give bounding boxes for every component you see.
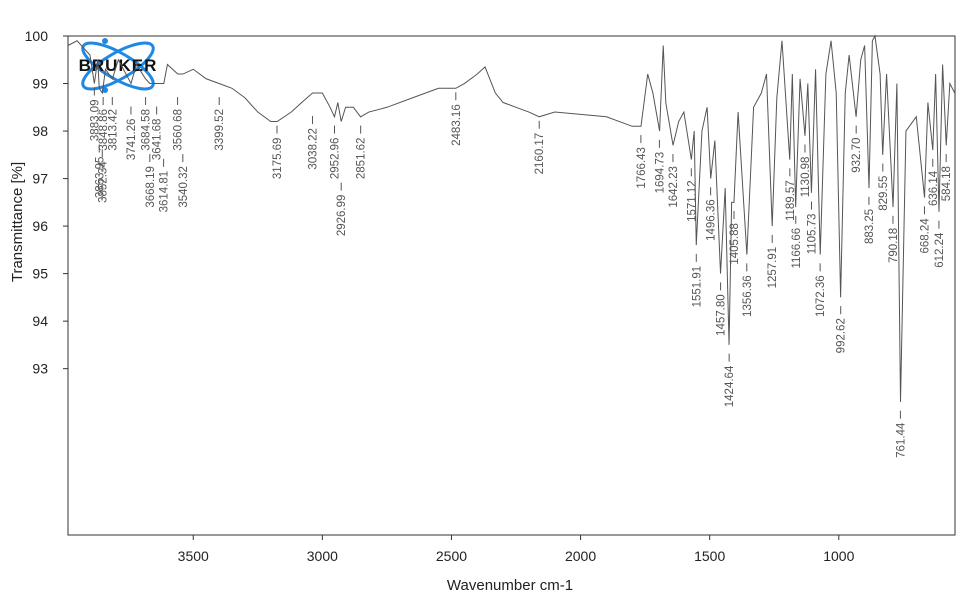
peak-label: 1694.73 (654, 152, 666, 194)
peak-label: 883.25 (864, 209, 876, 244)
peak-label: 932.70 (851, 138, 863, 173)
peak-label: 3813.42 (107, 109, 119, 151)
peak-label: 790.18 (888, 228, 900, 263)
x-tick-label: 2000 (565, 548, 596, 564)
logo-orbit (81, 41, 155, 91)
peak-label: 1571.12 (686, 180, 698, 222)
peak-label: 2483.16 (451, 104, 463, 146)
x-tick-label: 1500 (694, 548, 725, 564)
peak-label: 1166.66 (791, 228, 803, 269)
peak-label: 3641.68 (152, 119, 164, 161)
peak-label: 1642.23 (668, 166, 680, 208)
peak-label: 3540.32 (178, 166, 190, 208)
peak-label: 3614.81 (159, 171, 171, 213)
peak-label: 1072.36 (815, 275, 827, 317)
peak-label: 3175.69 (272, 138, 284, 180)
x-tick-label: 1000 (823, 548, 854, 564)
x-axis-title: Wavenumber cm-1 (447, 577, 573, 594)
peak-label: 3741.26 (126, 119, 138, 161)
y-tick-label: 99 (32, 76, 48, 92)
y-tick-label: 93 (32, 361, 48, 377)
peak-label: 1457.80 (716, 294, 728, 336)
peak-label: 1766.43 (636, 147, 648, 189)
peak-label: 1424.64 (724, 365, 736, 407)
peak-label: 3038.22 (307, 128, 319, 170)
peak-label: 992.62 (836, 318, 848, 353)
plot-frame (67, 35, 956, 536)
peak-label: 1130.98 (800, 157, 812, 198)
peak-label: 3399.52 (214, 109, 226, 151)
peak-label: 3668.19 (145, 166, 157, 208)
peak-label: 3852.34 (97, 161, 109, 203)
peak-label: 1405.88 (729, 223, 741, 265)
peak-label: 761.44 (895, 422, 907, 458)
y-tick-label: 97 (32, 171, 48, 187)
spectrum-line (67, 34, 956, 402)
peak-label: 3883.09 (89, 100, 101, 142)
peak-label: 3863.95 (94, 157, 106, 199)
peak-label: 2160.17 (534, 133, 546, 175)
peak-label: 1189.57 (785, 180, 797, 221)
logo-dot (102, 38, 108, 44)
peak-label: 2851.62 (356, 138, 368, 180)
peak-label: 612.24 (934, 232, 946, 268)
y-tick-label: 96 (32, 218, 48, 234)
peak-label: 668.24 (919, 218, 931, 254)
y-tick-label: 100 (25, 28, 49, 44)
peak-label: 2952.96 (329, 138, 341, 180)
peak-label: 1356.36 (742, 275, 754, 317)
logo: BRUKER (79, 38, 156, 93)
peak-label: 3560.68 (173, 109, 185, 151)
logo-dot (102, 87, 108, 93)
peak-label: 1496.36 (706, 199, 718, 241)
y-tick-label: 95 (32, 266, 48, 282)
peak-label: 3684.58 (141, 109, 153, 151)
y-tick-label: 94 (32, 313, 48, 329)
peak-label: 2926.99 (336, 195, 348, 237)
peak-label: 829.55 (878, 176, 890, 211)
peak-label: 1105.73 (806, 214, 818, 255)
peak-label: 636.14 (928, 170, 940, 206)
x-tick-label: 3500 (178, 548, 209, 564)
peak-label: 1551.91 (691, 266, 703, 308)
peak-label: 1257.91 (767, 247, 779, 289)
x-tick-label: 2500 (436, 548, 467, 564)
y-axis-title: Transmittance [%] (9, 162, 26, 282)
y-tick-label: 98 (32, 123, 48, 139)
x-tick-label: 3000 (307, 548, 338, 564)
peak-label: 3848.86 (98, 109, 110, 151)
peak-label: 584.18 (941, 166, 953, 201)
